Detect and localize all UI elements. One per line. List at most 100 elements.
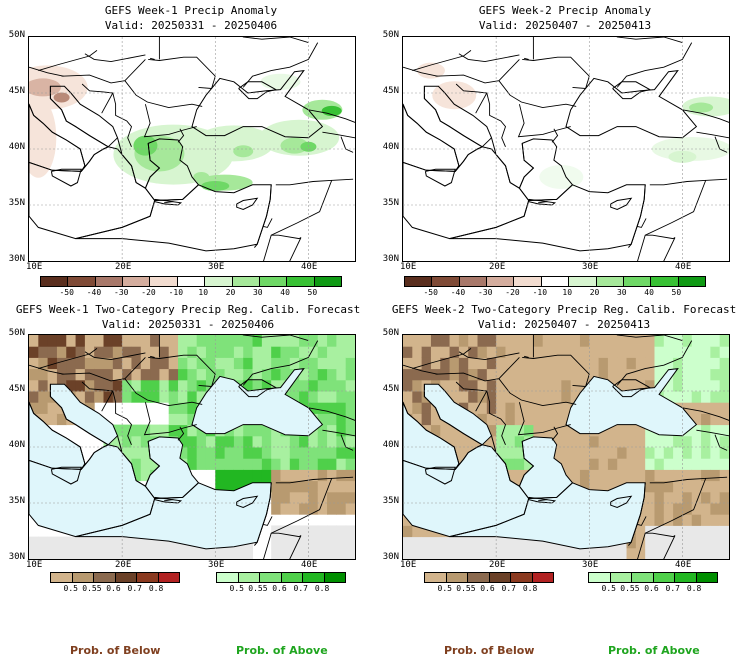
map-shape bbox=[719, 413, 729, 426]
map-shape bbox=[308, 335, 319, 347]
map-shape bbox=[598, 368, 609, 381]
map-shape bbox=[710, 536, 721, 549]
map-shape bbox=[122, 391, 132, 403]
map-shape bbox=[579, 547, 590, 559]
country-border bbox=[148, 354, 216, 375]
map-shape bbox=[719, 391, 729, 403]
panel-valid-dates: Valid: 20250331 - 20250406 bbox=[101, 318, 275, 331]
map-shape bbox=[122, 435, 132, 448]
map-shape bbox=[710, 503, 721, 515]
map-shape bbox=[196, 357, 207, 370]
map-shape bbox=[56, 413, 67, 426]
map-shape bbox=[505, 413, 516, 426]
panel-title: GEFS Week-2 Precip Anomaly bbox=[478, 4, 652, 17]
anomaly-shade bbox=[260, 73, 301, 90]
map-shape bbox=[458, 379, 469, 392]
map-shape bbox=[289, 379, 300, 392]
map-shape bbox=[150, 357, 160, 370]
map-shape bbox=[710, 469, 721, 482]
map-shape bbox=[280, 480, 291, 493]
map-shape bbox=[710, 391, 721, 403]
colorbar-swatch bbox=[696, 573, 717, 582]
map-shape bbox=[570, 357, 581, 370]
map-shape bbox=[336, 525, 347, 538]
map-shape bbox=[243, 469, 254, 482]
colorbar-tick-label: 0.8 bbox=[686, 584, 702, 593]
map-shape bbox=[589, 447, 600, 459]
map-shape bbox=[308, 402, 319, 414]
map-shape bbox=[196, 335, 207, 347]
map-shape bbox=[449, 391, 460, 403]
map-shape bbox=[654, 346, 665, 358]
map-shape bbox=[66, 357, 77, 370]
map-shape bbox=[719, 536, 729, 549]
map-shape bbox=[421, 368, 432, 381]
map-shape bbox=[645, 503, 655, 515]
map-shape bbox=[308, 391, 319, 403]
lat-label: 50N bbox=[382, 30, 399, 40]
map-shape bbox=[691, 480, 702, 493]
map-shape bbox=[271, 447, 281, 459]
map-shape bbox=[150, 368, 160, 381]
country-border bbox=[616, 340, 693, 386]
map-shape bbox=[552, 379, 562, 392]
map-shape bbox=[617, 335, 628, 347]
country-border bbox=[538, 499, 548, 502]
colorbar-tick-label: -50 bbox=[423, 288, 438, 297]
map-shape bbox=[505, 536, 516, 549]
colorbar-tick-label: 0.55 bbox=[82, 584, 102, 593]
map-shape bbox=[233, 368, 244, 381]
map-shape bbox=[626, 424, 637, 437]
map-shape bbox=[103, 335, 114, 347]
map-shape bbox=[598, 480, 609, 493]
map-shape bbox=[524, 379, 534, 392]
map-shape bbox=[552, 357, 562, 370]
map-shape bbox=[224, 357, 235, 370]
colorbar-tick-label: 0.6 bbox=[272, 584, 287, 593]
map-shape bbox=[654, 514, 665, 526]
map-shape bbox=[140, 458, 151, 470]
map-shape bbox=[449, 346, 460, 358]
map-shape bbox=[440, 547, 451, 559]
lon-label: 30E bbox=[582, 560, 599, 570]
sea-fill bbox=[192, 368, 323, 436]
map-shape bbox=[514, 469, 525, 482]
map-shape bbox=[159, 424, 170, 437]
map-shape bbox=[403, 346, 413, 358]
map-shape bbox=[496, 435, 506, 448]
map-shape bbox=[710, 435, 721, 448]
lat-label: 40N bbox=[8, 440, 25, 450]
country-border bbox=[198, 76, 216, 89]
map-shape bbox=[205, 346, 216, 358]
map-shape bbox=[84, 391, 95, 403]
colorbar-tick-label: 0.8 bbox=[148, 584, 164, 593]
map-shape bbox=[38, 536, 49, 549]
lat-label: 30N bbox=[8, 254, 25, 264]
prob-below-label: Prob. of Below bbox=[70, 644, 161, 657]
country-border bbox=[517, 104, 571, 138]
colorbar-tick-label: 0.55 bbox=[456, 584, 476, 593]
map-shape bbox=[561, 346, 572, 358]
lat-label: 35N bbox=[382, 198, 399, 208]
country-border bbox=[517, 402, 571, 436]
map-shape bbox=[710, 547, 721, 559]
map-shape bbox=[701, 435, 711, 448]
map-shape bbox=[317, 480, 328, 493]
map-shape bbox=[336, 503, 347, 515]
anomaly-shade bbox=[29, 78, 61, 97]
sea-fill bbox=[75, 482, 272, 549]
map-shape bbox=[589, 458, 600, 470]
map-shape bbox=[542, 368, 553, 381]
map-shape bbox=[645, 491, 655, 504]
map-shape bbox=[112, 346, 123, 358]
map-shape bbox=[131, 424, 142, 437]
map-shape bbox=[187, 391, 198, 403]
map-shape bbox=[533, 536, 544, 549]
map-shape bbox=[691, 357, 702, 370]
colorbar-tick-label: 0.5 bbox=[601, 584, 616, 593]
map-shape bbox=[196, 435, 207, 448]
map-shape bbox=[187, 447, 198, 459]
map-shape bbox=[645, 480, 655, 493]
map-shape bbox=[75, 547, 86, 559]
map-shape bbox=[271, 346, 281, 358]
